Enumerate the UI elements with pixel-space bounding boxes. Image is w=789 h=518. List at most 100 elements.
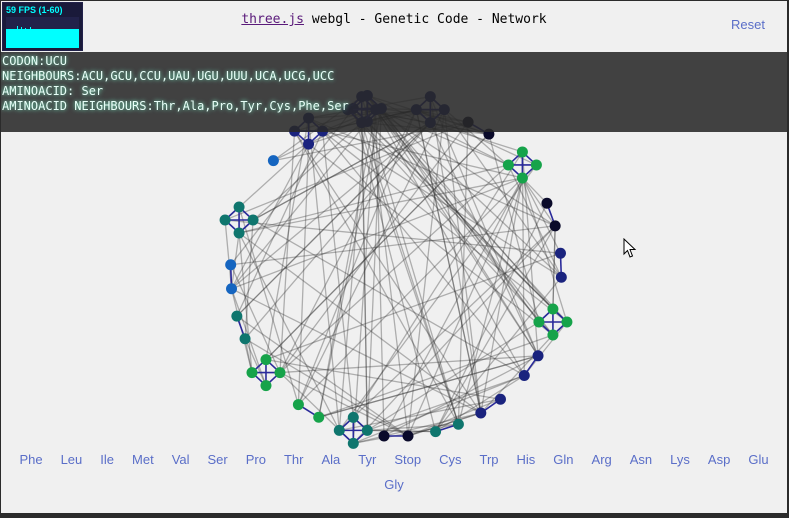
network-edges (224, 94, 568, 445)
legend-item-gly[interactable]: Gly (384, 477, 404, 492)
network-edge (230, 232, 240, 289)
codon-cluster[interactable] (246, 354, 286, 392)
network-edge (361, 122, 460, 425)
legend-item-his[interactable]: His (516, 452, 536, 467)
codon-node[interactable] (516, 172, 528, 184)
codon-node[interactable] (547, 329, 559, 341)
codon-cluster[interactable] (518, 350, 544, 381)
codon-cluster[interactable] (225, 259, 238, 295)
codon-node[interactable] (260, 380, 272, 392)
codon-node[interactable] (530, 159, 542, 171)
legend-item-asn[interactable]: Asn (629, 452, 653, 467)
network-edge (238, 122, 363, 234)
network-edge (318, 355, 539, 418)
network-edge (252, 122, 431, 221)
codon-cluster[interactable] (533, 303, 573, 341)
legend-item-phe[interactable]: Phe (19, 452, 43, 467)
network-edge (244, 338, 267, 386)
codon-node[interactable] (303, 138, 315, 150)
codon-node[interactable] (347, 437, 359, 449)
aminoacid-neighbours-value: Thr,Ala,Pro,Tyr,Cys,Phe,Ser (153, 99, 349, 113)
legend-item-stop[interactable]: Stop (394, 452, 422, 467)
codon-node[interactable] (533, 316, 545, 328)
aminoacid-neighbours-line: AMINOACID NEIGHBOURS:Thr,Ala,Pro,Tyr,Cys… (2, 99, 349, 113)
codon-node[interactable] (561, 316, 573, 328)
codon-node[interactable] (292, 399, 304, 411)
codon-node[interactable] (547, 303, 559, 315)
codon-node[interactable] (231, 310, 243, 322)
legend-item-leu[interactable]: Leu (60, 452, 83, 467)
codon-node[interactable] (402, 430, 414, 442)
codon-node[interactable] (247, 214, 259, 226)
codon-node[interactable] (274, 367, 286, 379)
codon-cluster[interactable] (554, 247, 567, 283)
legend-item-arg[interactable]: Arg (591, 452, 612, 467)
codon-node[interactable] (475, 407, 487, 419)
codon-node[interactable] (233, 227, 245, 239)
codon-cluster[interactable] (430, 418, 464, 438)
fps-stats-panel[interactable]: 59 FPS (1-60) (2, 2, 83, 51)
network-edge (225, 219, 561, 254)
codon-cluster[interactable] (502, 146, 542, 184)
codon-node[interactable] (347, 411, 359, 423)
network-edge (443, 109, 562, 278)
codon-cluster[interactable] (267, 155, 279, 167)
network-edge (230, 225, 556, 266)
codon-node[interactable] (452, 418, 464, 430)
codon-node[interactable] (430, 426, 442, 438)
codon-node[interactable] (494, 393, 506, 405)
network-edge (367, 423, 459, 432)
codon-node[interactable] (313, 411, 325, 423)
network-edge (318, 334, 554, 418)
codon-node[interactable] (239, 333, 251, 345)
codon-node[interactable] (378, 430, 390, 442)
codon-cluster[interactable] (231, 310, 251, 345)
network-edge (230, 108, 354, 266)
codon-node[interactable] (541, 197, 553, 209)
legend-item-gln[interactable]: Gln (553, 452, 574, 467)
codon-cluster[interactable] (475, 393, 506, 419)
codon-node[interactable] (555, 271, 567, 283)
legend-item-lys[interactable]: Lys (670, 452, 690, 467)
codon-node[interactable] (267, 155, 279, 167)
legend-item-val[interactable]: Val (171, 452, 190, 467)
codon-cluster[interactable] (541, 197, 561, 232)
legend-item-asp[interactable]: Asp (707, 452, 731, 467)
legend-item-ser[interactable]: Ser (207, 452, 228, 467)
codon-node[interactable] (554, 247, 566, 259)
network-edge (231, 122, 431, 290)
legend-item-glu[interactable]: Glu (748, 452, 769, 467)
network-edge (318, 109, 377, 418)
codon-node[interactable] (516, 146, 528, 158)
codon-cluster[interactable] (219, 201, 259, 239)
codon-cluster[interactable] (292, 399, 325, 423)
codon-node[interactable] (532, 350, 544, 362)
codon-cluster[interactable] (333, 411, 373, 449)
codon-node[interactable] (226, 283, 238, 295)
network-edge (521, 177, 556, 227)
reset-button[interactable]: Reset (731, 17, 765, 32)
threejs-link[interactable]: three.js (241, 12, 304, 27)
codon-node[interactable] (502, 159, 514, 171)
legend-item-ala[interactable]: Ala (321, 452, 341, 467)
codon-node[interactable] (361, 424, 373, 436)
legend-item-pro[interactable]: Pro (245, 452, 266, 467)
legend-item-ile[interactable]: Ile (100, 452, 115, 467)
network-edge (352, 108, 460, 425)
codon-node[interactable] (549, 220, 561, 232)
legend-item-cys[interactable]: Cys (439, 452, 462, 467)
network-edge (361, 96, 568, 323)
codon-node[interactable] (518, 369, 530, 381)
codon-node[interactable] (233, 201, 245, 213)
codon-node[interactable] (333, 424, 345, 436)
legend-item-met[interactable]: Met (132, 452, 154, 467)
legend-item-tyr[interactable]: Tyr (358, 452, 377, 467)
codon-node[interactable] (219, 214, 231, 226)
codon-cluster[interactable] (378, 430, 414, 442)
codon-node[interactable] (225, 259, 237, 271)
legend-item-thr[interactable]: Thr (283, 452, 304, 467)
legend-item-trp[interactable]: Trp (479, 452, 499, 467)
codon-node[interactable] (246, 367, 258, 379)
network-edge (352, 109, 377, 444)
codon-node[interactable] (260, 354, 272, 366)
